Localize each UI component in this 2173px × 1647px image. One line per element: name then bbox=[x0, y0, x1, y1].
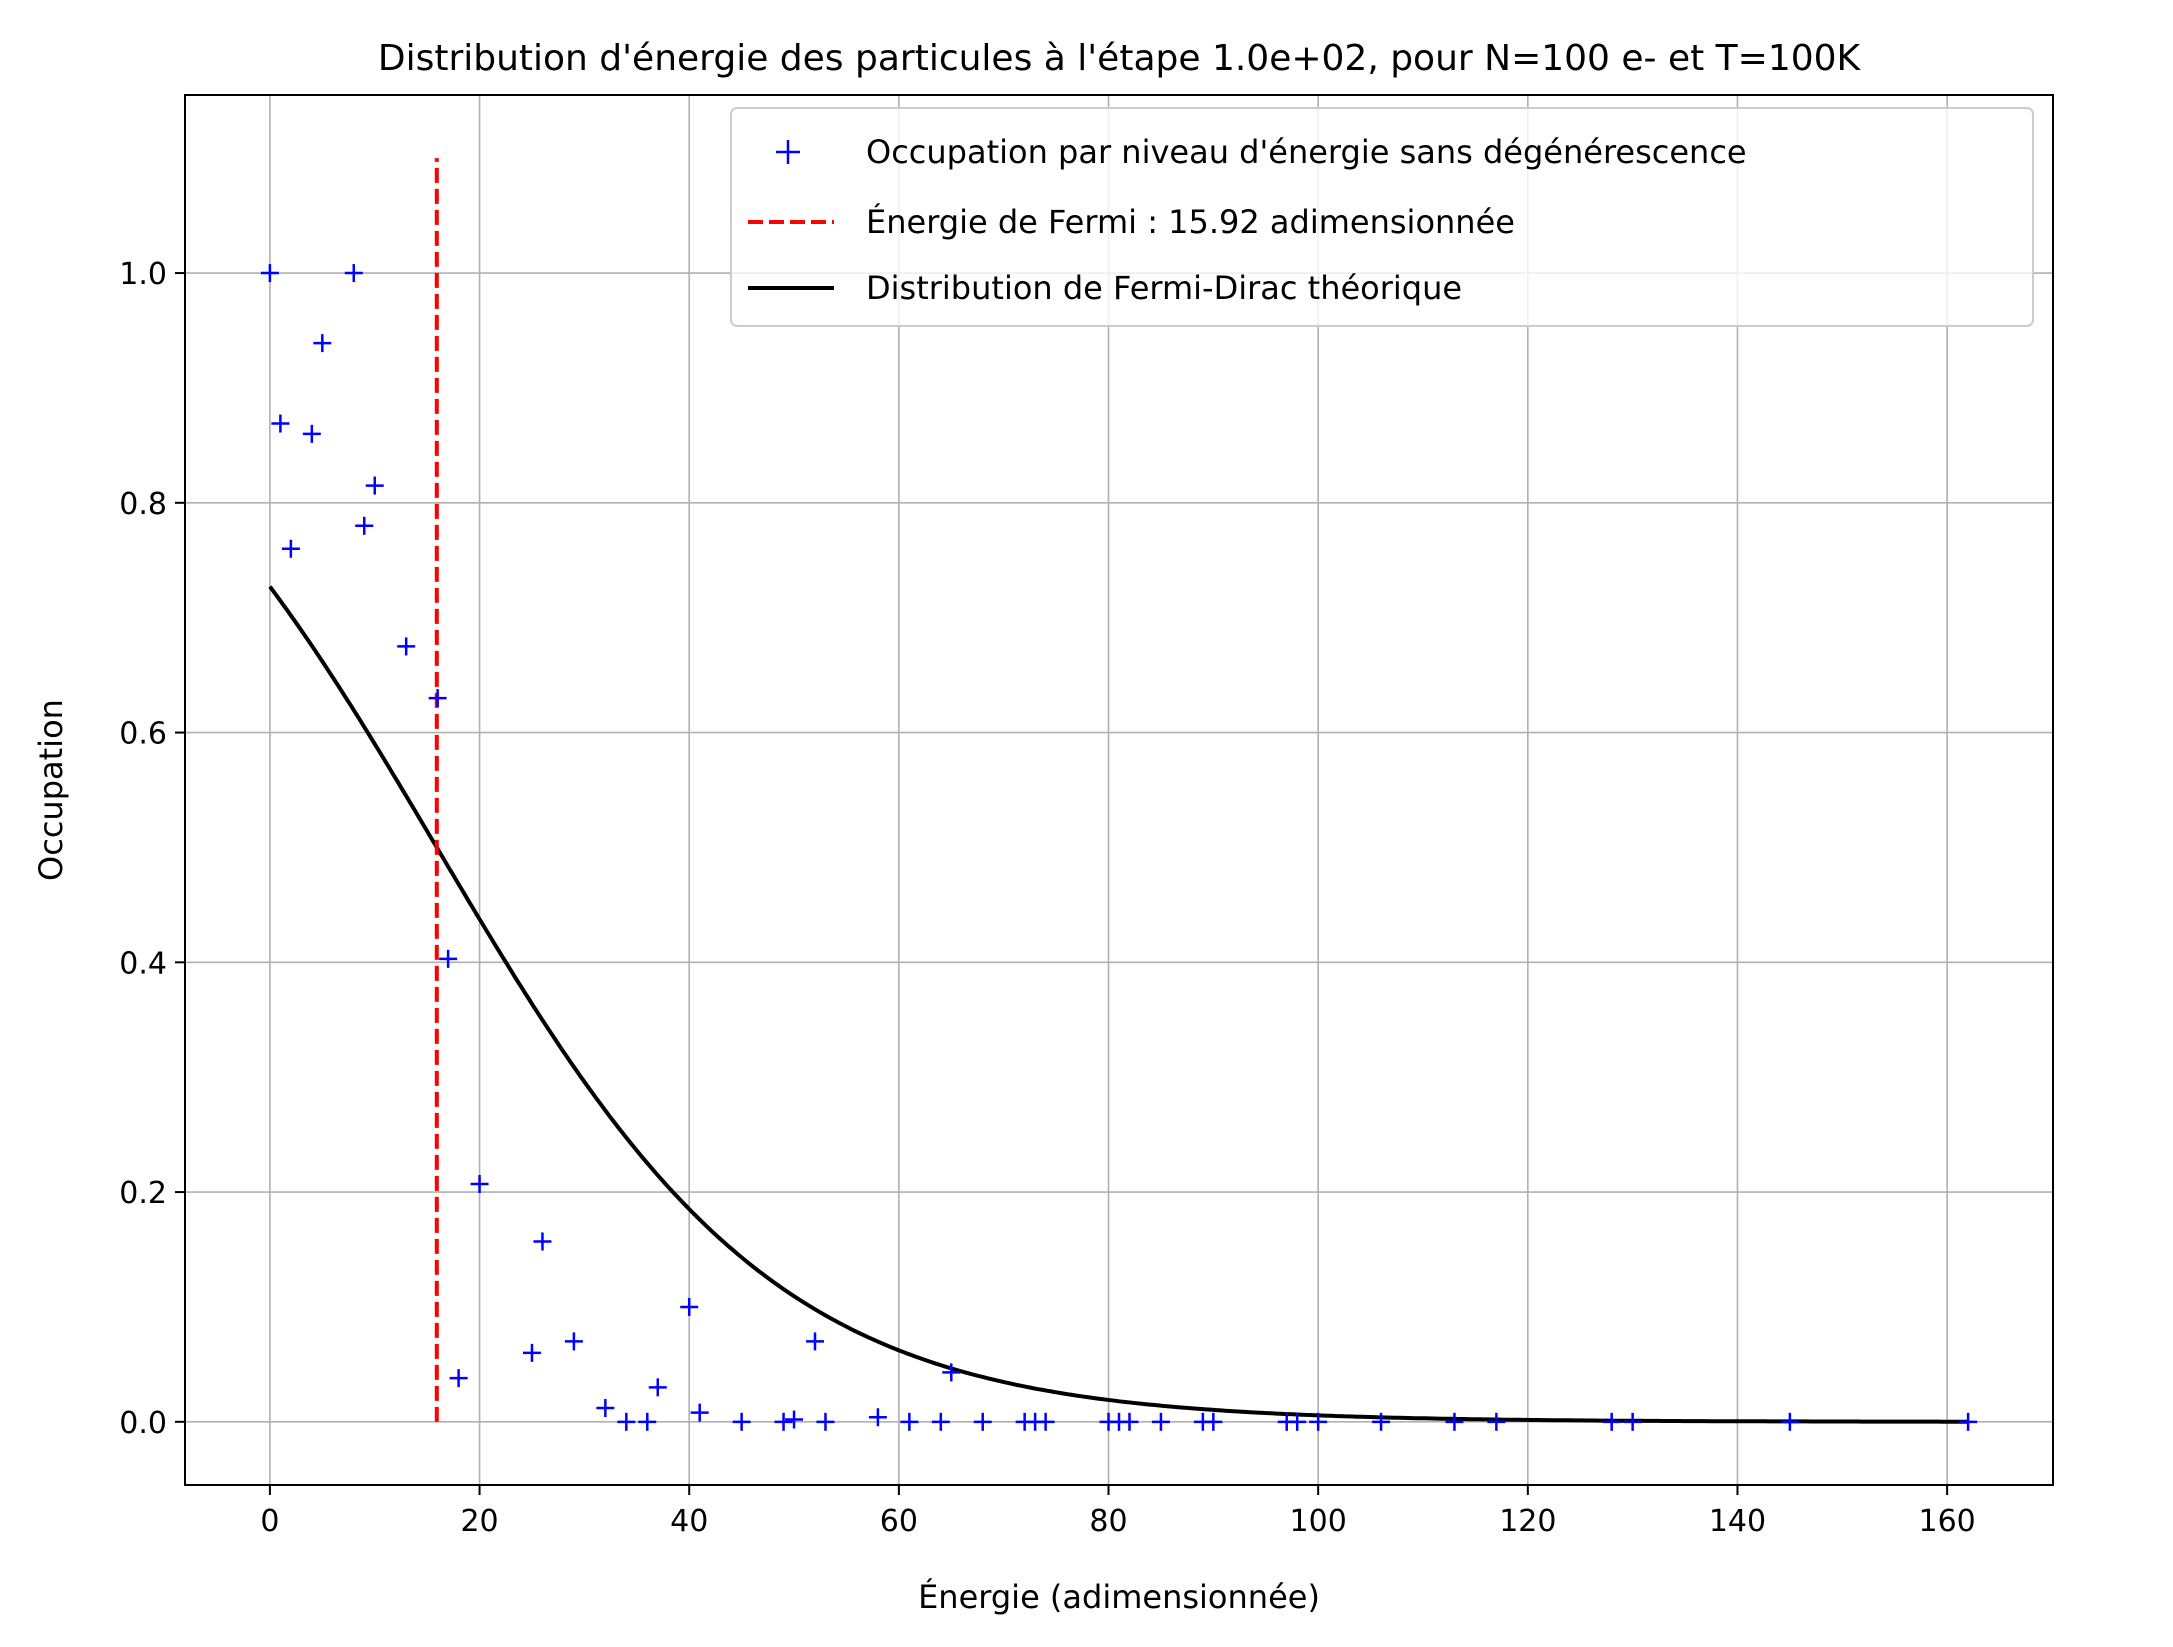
occupation-point bbox=[449, 1369, 468, 1388]
occupation-point bbox=[816, 1412, 835, 1431]
occupation-point bbox=[1288, 1412, 1307, 1431]
occupation-point bbox=[617, 1412, 636, 1431]
occupation-point bbox=[313, 334, 332, 353]
x-tick-label: 100 bbox=[1290, 1504, 1347, 1539]
occupation-point bbox=[533, 1232, 552, 1251]
occupation-point bbox=[942, 1363, 961, 1382]
y-axis-label: Occupation bbox=[32, 699, 70, 881]
occupation-point bbox=[355, 516, 374, 535]
occupation-point bbox=[271, 414, 290, 433]
x-tick-label: 60 bbox=[880, 1504, 918, 1539]
occupation-point bbox=[365, 476, 384, 495]
occupation-point bbox=[680, 1297, 699, 1316]
occupation-point bbox=[1120, 1412, 1139, 1431]
occupation-point bbox=[302, 424, 321, 443]
occupation-point bbox=[1204, 1412, 1223, 1431]
occupation-point bbox=[1780, 1412, 1799, 1431]
x-tick-label: 40 bbox=[670, 1504, 708, 1539]
y-tick-label: 1.0 bbox=[119, 257, 167, 292]
legend-marker-plus bbox=[776, 140, 800, 164]
occupation-point bbox=[973, 1412, 992, 1431]
occupation-point bbox=[596, 1399, 615, 1418]
occupation-point bbox=[900, 1412, 919, 1431]
occupation-point bbox=[1959, 1412, 1978, 1431]
axis-ticks: 0 20 40 60 80 100 120 140 160 0.0 0.2 0.4 0.6 0.8 1.0 bbox=[119, 257, 1975, 1539]
x-tick-label: 160 bbox=[1918, 1504, 1975, 1539]
occupation-point bbox=[931, 1412, 950, 1431]
y-tick-label: 0.4 bbox=[119, 946, 167, 981]
occupation-point bbox=[868, 1408, 887, 1427]
axes-frame bbox=[184, 94, 2054, 1486]
occupation-point bbox=[648, 1378, 667, 1397]
occupation-point bbox=[1445, 1412, 1464, 1431]
y-tick-label: 0.2 bbox=[119, 1176, 167, 1211]
occupation-point bbox=[1309, 1412, 1328, 1431]
occupation-point bbox=[1372, 1412, 1391, 1431]
occupation-point bbox=[806, 1332, 825, 1351]
occupation-point bbox=[690, 1403, 709, 1422]
occupation-point bbox=[785, 1410, 804, 1429]
occupation-point bbox=[732, 1412, 751, 1431]
occupation-point bbox=[397, 637, 416, 656]
legend-label-fermi-dirac: Distribution de Fermi-Dirac théorique bbox=[866, 269, 1462, 307]
y-tick-label: 0.8 bbox=[119, 487, 167, 522]
occupation-point bbox=[428, 689, 447, 708]
occupation-point bbox=[1036, 1412, 1055, 1431]
occupation-point bbox=[1623, 1412, 1642, 1431]
legend-box bbox=[730, 107, 2034, 327]
occupation-point bbox=[564, 1332, 583, 1351]
occupation-point bbox=[260, 264, 279, 283]
fermi-dirac-curve bbox=[268, 585, 1969, 1424]
chart-title: Distribution d'énergie des particules à … bbox=[378, 38, 1862, 79]
occupation-point bbox=[1487, 1412, 1506, 1431]
occupation-point bbox=[522, 1343, 541, 1362]
legend: Occupation par niveau d'énergie sans dég… bbox=[730, 107, 2034, 327]
legend-label-occupation: Occupation par niveau d'énergie sans dég… bbox=[866, 133, 1747, 171]
y-tick-label: 0.6 bbox=[119, 717, 167, 752]
legend-label-fermi-energy: Énergie de Fermi : 15.92 adimensionnée bbox=[866, 203, 1515, 241]
x-tick-label: 0 bbox=[260, 1504, 279, 1539]
plot-data bbox=[260, 158, 1978, 1431]
occupation-point bbox=[638, 1412, 657, 1431]
x-tick-label: 80 bbox=[1089, 1504, 1127, 1539]
occupation-point bbox=[1602, 1412, 1621, 1431]
occupation-point bbox=[774, 1412, 793, 1431]
occupation-point bbox=[439, 949, 458, 968]
y-tick-label: 0.0 bbox=[119, 1406, 167, 1441]
occupation-point bbox=[344, 264, 363, 283]
occupation-point bbox=[281, 539, 300, 558]
x-tick-label: 140 bbox=[1709, 1504, 1766, 1539]
x-axis-label: Énergie (adimensionnée) bbox=[918, 1578, 1320, 1616]
x-tick-label: 20 bbox=[460, 1504, 498, 1539]
occupation-point bbox=[470, 1175, 489, 1194]
occupation-point bbox=[1151, 1412, 1170, 1431]
x-tick-label: 120 bbox=[1499, 1504, 1556, 1539]
